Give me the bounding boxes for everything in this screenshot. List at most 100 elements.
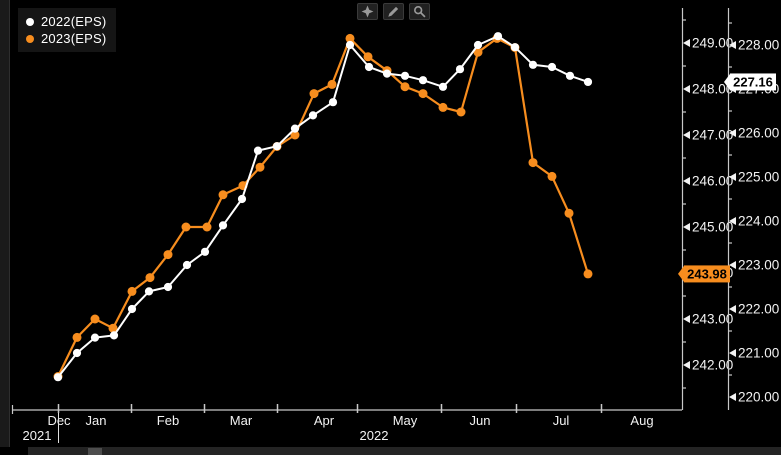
y-axis-tick-label: 228.00 xyxy=(738,38,779,53)
data-point xyxy=(202,222,212,232)
data-point xyxy=(455,65,465,74)
x-month-label: Dec xyxy=(47,413,71,428)
y-axis-tick xyxy=(729,349,736,357)
data-point xyxy=(418,89,428,99)
data-point xyxy=(163,250,173,260)
y-axis-tick-label: 223.00 xyxy=(738,258,779,273)
data-point xyxy=(109,331,119,340)
data-point xyxy=(182,260,192,270)
data-point xyxy=(473,47,483,57)
legend-item-2022-eps[interactable]: 2022(EPS) xyxy=(26,13,106,30)
data-point xyxy=(345,33,355,43)
x-month-label: Jul xyxy=(553,413,570,428)
pencil-icon xyxy=(388,6,399,17)
data-point xyxy=(510,43,520,52)
crosshair-icon xyxy=(361,5,374,18)
y-axis-tick xyxy=(729,129,736,137)
y-axis-tick-label: 220.00 xyxy=(738,390,779,405)
y-axis-tick-label: 246.00 xyxy=(692,174,733,189)
data-point xyxy=(345,40,355,50)
y-axis-tick xyxy=(729,305,736,313)
y-axis-tick xyxy=(683,39,690,47)
data-point xyxy=(364,62,374,72)
y-axis-tick-label: 243.00 xyxy=(692,312,733,327)
x-month-label: May xyxy=(393,413,418,428)
legend-item-2023-eps[interactable]: 2023(EPS) xyxy=(26,30,106,47)
legend-marker-2023 xyxy=(26,34,34,43)
y-axis-tick xyxy=(729,41,736,49)
data-point xyxy=(218,221,228,230)
data-point xyxy=(181,222,191,232)
data-point xyxy=(456,107,466,117)
last-value-badge xyxy=(730,73,776,91)
y-axis-tick-label: 247.00 xyxy=(692,128,733,143)
data-point xyxy=(90,333,100,342)
last-value-badge-arrow xyxy=(724,73,730,90)
data-point xyxy=(255,162,265,172)
data-point xyxy=(564,208,574,218)
y-axis-tick-label: 242.00 xyxy=(692,358,733,373)
y-axis-tick xyxy=(683,85,690,93)
data-point xyxy=(400,82,410,92)
data-point xyxy=(528,60,538,69)
y-axis-tick xyxy=(683,131,690,139)
legend-label: 2023(EPS) xyxy=(41,31,107,46)
x-month-label: Jan xyxy=(86,413,107,428)
y-axis-tick-label: 248.00 xyxy=(692,82,733,97)
data-point xyxy=(72,348,82,358)
y-axis-tick-label: 245.00 xyxy=(692,220,733,235)
data-point xyxy=(528,158,538,168)
annotate-tool-button[interactable] xyxy=(383,3,404,20)
y-axis-tick xyxy=(729,217,736,225)
data-point xyxy=(400,71,410,80)
data-point xyxy=(253,146,263,155)
scrollbar-thumb[interactable] xyxy=(88,448,102,455)
last-value-badge xyxy=(684,265,730,283)
y-axis-tick-label: 225.00 xyxy=(738,170,779,185)
data-point xyxy=(493,32,503,41)
data-point xyxy=(547,171,557,181)
x-month-label: Apr xyxy=(314,413,335,428)
data-point xyxy=(145,273,155,283)
chart-toolbar xyxy=(357,3,430,20)
bottom-scrollbar[interactable] xyxy=(28,447,781,455)
x-month-label: Aug xyxy=(630,413,653,428)
x-month-label: Jun xyxy=(470,413,491,428)
data-point xyxy=(144,287,154,296)
y-axis-tick-label: 249.00 xyxy=(692,36,733,51)
data-point xyxy=(127,304,137,314)
data-point xyxy=(473,40,483,50)
data-point xyxy=(328,98,338,107)
y-axis-tick xyxy=(729,261,736,269)
legend-marker-2022 xyxy=(26,17,34,26)
zoom-tool-button[interactable] xyxy=(409,3,430,20)
series-line-2022-eps xyxy=(57,35,589,378)
crosshair-tool-button[interactable] xyxy=(357,3,378,20)
y-axis-tick xyxy=(683,177,690,185)
y-axis-tick xyxy=(683,223,690,231)
data-point xyxy=(565,71,575,80)
data-point xyxy=(290,130,300,140)
data-point xyxy=(200,247,210,256)
data-point xyxy=(363,52,373,62)
data-point xyxy=(53,373,63,382)
y-axis-tick xyxy=(683,361,690,369)
y-axis-tick-label: 222.00 xyxy=(738,302,779,317)
data-point xyxy=(438,102,448,112)
data-point xyxy=(72,332,82,342)
x-year-label: 2021 xyxy=(23,428,52,443)
y-axis-tick xyxy=(729,173,736,181)
data-point xyxy=(127,286,137,296)
y-axis-tick xyxy=(683,315,690,323)
data-point xyxy=(309,89,319,99)
legend-label: 2022(EPS) xyxy=(41,14,107,29)
data-point xyxy=(272,142,282,151)
data-point xyxy=(237,194,247,204)
y-axis-tick xyxy=(729,393,736,401)
series-line-2023-eps xyxy=(57,37,590,377)
x-month-label: Mar xyxy=(230,413,253,428)
data-point xyxy=(547,62,557,72)
y-axis-tick-label: 226.00 xyxy=(738,126,779,141)
